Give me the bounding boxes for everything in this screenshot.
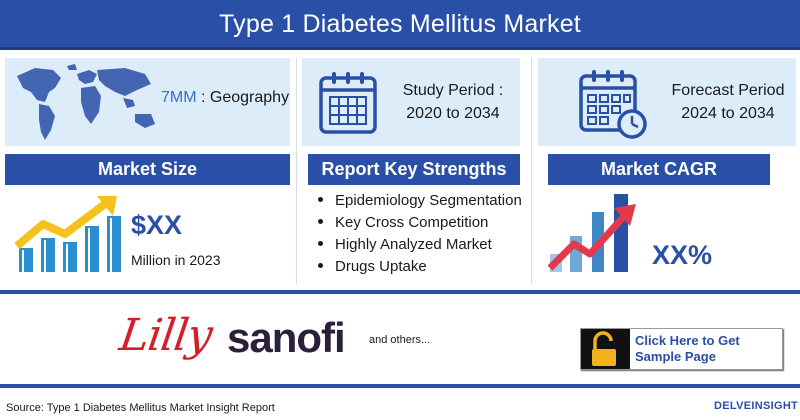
world-map-icon bbox=[17, 64, 155, 140]
page-title: Type 1 Diabetes Mellitus Market bbox=[219, 10, 581, 38]
cagr-chart-icon bbox=[548, 194, 636, 272]
market-cagr-heading: Market CAGR bbox=[548, 154, 770, 185]
header-banner: Type 1 Diabetes Mellitus Market bbox=[0, 0, 800, 50]
key-strengths-list: Epidemiology Segmentation Key Cross Comp… bbox=[318, 190, 522, 278]
market-size-value: $XX bbox=[131, 210, 183, 240]
list-item: Epidemiology Segmentation bbox=[318, 190, 522, 212]
geography-label: 7MM : Geography bbox=[161, 89, 289, 107]
study-period-value: 2020 to 2034 bbox=[406, 105, 500, 122]
calendar-clock-icon bbox=[579, 70, 647, 139]
sample-page-button[interactable]: Click Here to Get Sample Page bbox=[580, 328, 783, 370]
lilly-logo: Lilly bbox=[116, 310, 215, 361]
geography-suffix: : Geography bbox=[196, 89, 290, 106]
forecast-period-panel: Forecast Period 2024 to 2034 bbox=[538, 58, 796, 146]
list-item: Highly Analyzed Market bbox=[318, 234, 522, 256]
key-strengths-heading: Report Key Strengths bbox=[308, 154, 520, 185]
forecast-period-text: Forecast Period 2024 to 2034 bbox=[664, 79, 792, 125]
column-divider bbox=[296, 58, 297, 284]
delveinsight-logo: DELVEINSIGHT bbox=[714, 400, 799, 412]
unlock-icon bbox=[581, 329, 630, 369]
calendar-icon bbox=[319, 72, 377, 134]
forecast-period-label: Forecast Period bbox=[671, 82, 785, 99]
geography-panel: 7MM : Geography bbox=[5, 58, 290, 146]
list-item: Drugs Uptake bbox=[318, 256, 522, 278]
market-cagr-value: XX% bbox=[652, 240, 713, 270]
others-label: and others... bbox=[369, 334, 431, 346]
source-note: Source: Type 1 Diabetes Mellitus Market … bbox=[6, 402, 275, 414]
market-size-heading: Market Size bbox=[5, 154, 290, 185]
study-period-panel: Study Period : 2020 to 2034 bbox=[302, 58, 520, 146]
market-size-caption: Million in 2023 bbox=[131, 252, 221, 268]
growth-chart-icon bbox=[14, 196, 121, 272]
column-divider bbox=[531, 58, 532, 284]
sample-page-label: Click Here to Get Sample Page bbox=[635, 333, 740, 364]
forecast-period-value: 2024 to 2034 bbox=[681, 105, 775, 122]
study-period-label: Study Period : bbox=[402, 82, 504, 99]
sanofi-logo: sanofi bbox=[227, 314, 346, 361]
geography-highlight: 7MM bbox=[161, 89, 197, 106]
study-period-text: Study Period : 2020 to 2034 bbox=[392, 79, 514, 125]
list-item: Key Cross Competition bbox=[318, 212, 522, 234]
